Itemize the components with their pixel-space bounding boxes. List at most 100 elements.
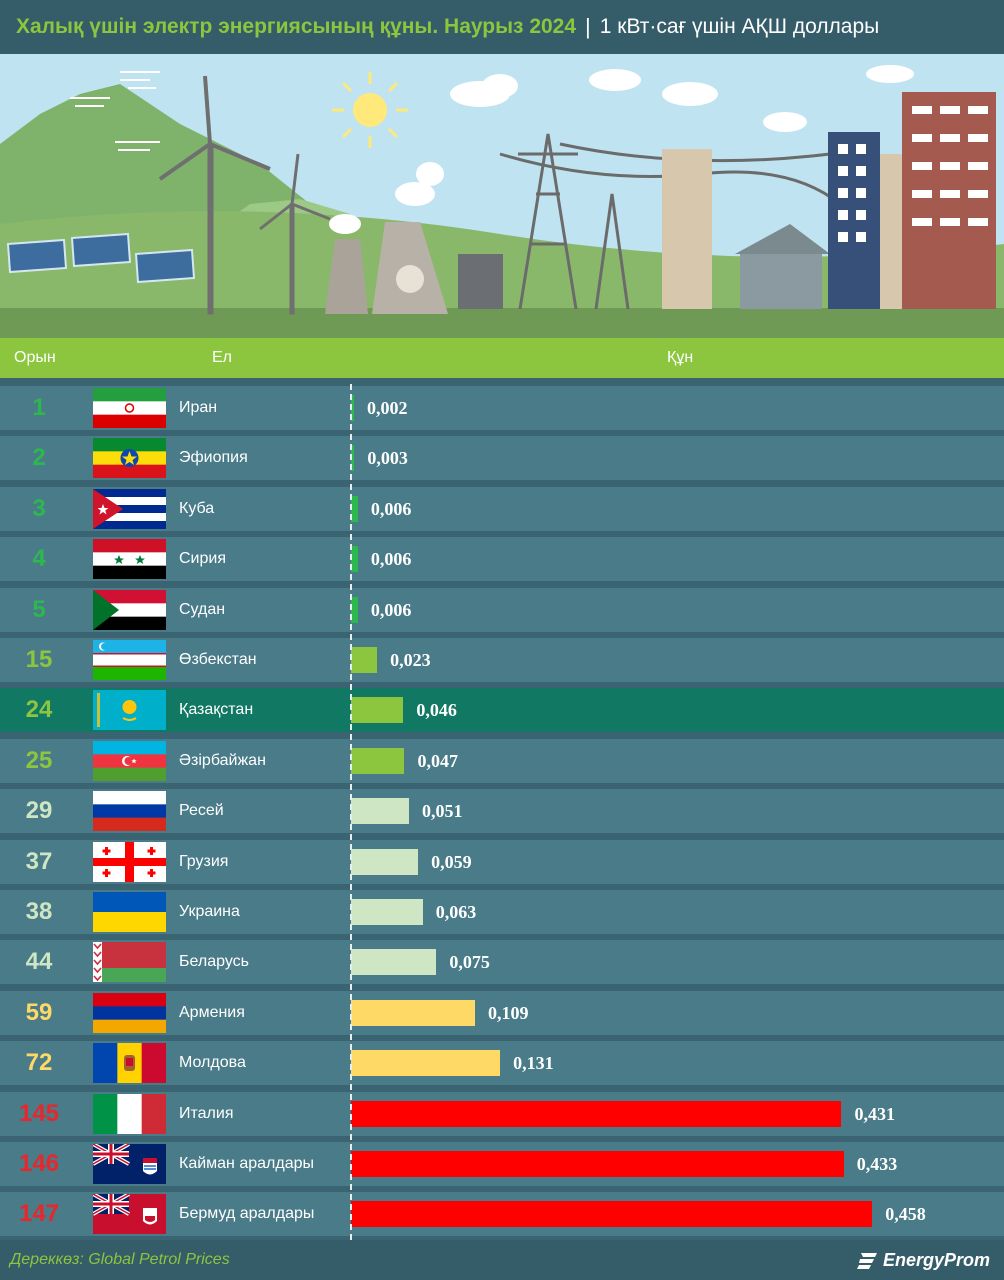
row-country: Қазақстан — [179, 701, 254, 719]
source-note: Дереккөз: Global Petrol Prices — [10, 1251, 230, 1268]
energy-landscape-illustration — [0, 54, 1004, 338]
row-country: Куба — [179, 499, 215, 517]
flag-belarus-icon — [93, 942, 166, 983]
flag-belarus-icon — [93, 942, 166, 983]
title-separator: | — [585, 14, 591, 39]
bar — [351, 747, 405, 774]
bar — [351, 999, 476, 1026]
flag-azerbaijan-icon — [93, 740, 166, 781]
solar-panels — [6, 232, 196, 284]
bar-value-label: 0,006 — [370, 599, 412, 620]
bar-value-label: 0,023 — [390, 650, 431, 670]
table-row: 29 Ресей 0,051 — [0, 789, 1004, 834]
flag-georgia-icon — [93, 841, 166, 882]
flag-ukraine-icon — [93, 892, 166, 932]
energyprom-logo: EnergyProm — [856, 1249, 990, 1271]
row-rank: 25 — [25, 746, 53, 774]
flag-uzbekistan-icon — [93, 640, 166, 680]
bar-value-label: 0,006 — [370, 498, 412, 519]
row-country: Әзірбайжан — [179, 751, 266, 769]
flag-azerbaijan-icon — [93, 740, 166, 781]
flag-ukraine-icon — [93, 892, 166, 932]
header-rank: Орын — [14, 349, 56, 366]
bar — [351, 798, 410, 825]
bar — [351, 697, 404, 724]
chart-unit: 1 кВт·сағ үшін АҚШ доллары — [599, 15, 880, 38]
row-rank: 5 — [32, 595, 46, 623]
flag-iran-icon — [93, 388, 166, 428]
bar-value-label: 0,002 — [367, 398, 408, 418]
row-rank: 4 — [32, 545, 46, 573]
chart-title: Халық үшін электр энергиясының құны. Нау… — [16, 15, 577, 38]
bar — [351, 546, 358, 573]
flag-bermuda-icon — [93, 1194, 166, 1235]
bar — [351, 596, 358, 623]
table-row: 4 Сирия 0,006 — [0, 537, 1004, 582]
bar-value-label: 0,433 — [856, 1154, 898, 1174]
table-row: 38 Украина 0,063 — [0, 890, 1004, 934]
row-rank: 146 — [18, 1150, 60, 1177]
row-country: Өзбекстан — [179, 651, 257, 668]
bar — [351, 848, 419, 875]
bar-value-label: 0,051 — [422, 801, 463, 822]
flag-moldova-icon — [93, 1043, 166, 1084]
table-row: 2 Эфиопия 0,003 — [0, 436, 1004, 481]
flag-russia-icon — [93, 791, 166, 832]
table-row: 145 Италия 0,431 — [0, 1091, 1004, 1136]
table-row: 59 Армения 0,109 — [0, 990, 1004, 1035]
bar-value-label: 0,131 — [513, 1053, 554, 1074]
table-row: 5 Судан 0,006 — [0, 587, 1004, 632]
flag-sudan-icon — [93, 589, 166, 630]
row-rank: 3 — [32, 494, 46, 522]
bar — [351, 1050, 501, 1077]
bar — [351, 899, 423, 925]
bar-value-label: 0,006 — [370, 549, 412, 570]
footer: Дереккөз: Global Petrol Prices EnergyPro… — [0, 1240, 1004, 1280]
row-country: Молдова — [179, 1054, 246, 1072]
wind-turbines — [158, 75, 331, 315]
row-rank: 44 — [25, 948, 53, 976]
flag-syria-icon — [93, 539, 166, 580]
row-country: Кайман аралдары — [179, 1155, 314, 1172]
row-country: Италия — [179, 1104, 234, 1122]
row-country: Беларусь — [179, 953, 249, 971]
table-row: 72 Молдова 0,131 — [0, 1041, 1004, 1086]
table-row: 147 Бермуд аралдары 0,458 — [0, 1192, 1004, 1237]
table-row: 25 Әзірбайжан 0,047 — [0, 738, 1004, 783]
bar-value-label: 0,063 — [435, 902, 477, 922]
bar-value-label: 0,047 — [417, 750, 458, 771]
row-country: Эфиопия — [179, 449, 248, 467]
row-rank: 1 — [32, 394, 46, 421]
cooling-towers — [325, 222, 448, 314]
flag-sudan-icon — [93, 589, 166, 630]
bar — [351, 495, 358, 522]
flag-ethiopia-icon — [93, 438, 166, 479]
table-row: 44 Беларусь 0,075 — [0, 940, 1004, 985]
flag-kazakhstan-icon — [93, 690, 166, 731]
bar — [351, 445, 355, 472]
table-row: 146 Кайман аралдары 0,433 — [0, 1142, 1004, 1186]
flag-ethiopia-icon — [93, 438, 166, 479]
flag-iran-icon — [93, 388, 166, 428]
row-rank: 145 — [18, 1099, 60, 1127]
bar-value-label: 0,003 — [367, 448, 408, 469]
flag-kazakhstan-icon — [93, 690, 166, 731]
bar — [351, 949, 437, 976]
bar-value-label: 0,109 — [488, 1002, 529, 1023]
bar — [351, 1151, 844, 1177]
flag-armenia-icon — [93, 992, 166, 1033]
row-rank: 37 — [25, 847, 53, 875]
bar-value-label: 0,431 — [854, 1103, 895, 1124]
table-row: 24 Қазақстан 0,046 — [0, 688, 1004, 733]
row-country: Иран — [179, 399, 218, 416]
row-rank: 72 — [25, 1049, 53, 1077]
flag-bermuda-icon — [93, 1194, 166, 1235]
row-country: Бермуд аралдары — [179, 1205, 315, 1223]
bar-value-label: 0,458 — [885, 1204, 926, 1225]
bar-value-label: 0,046 — [416, 700, 457, 721]
flag-russia-icon — [93, 791, 166, 832]
row-rank: 24 — [25, 696, 53, 724]
logo-text: EnergyProm — [882, 1249, 990, 1270]
row-country: Сирия — [179, 550, 226, 568]
table-row: 37 Грузия 0,059 — [0, 839, 1004, 884]
